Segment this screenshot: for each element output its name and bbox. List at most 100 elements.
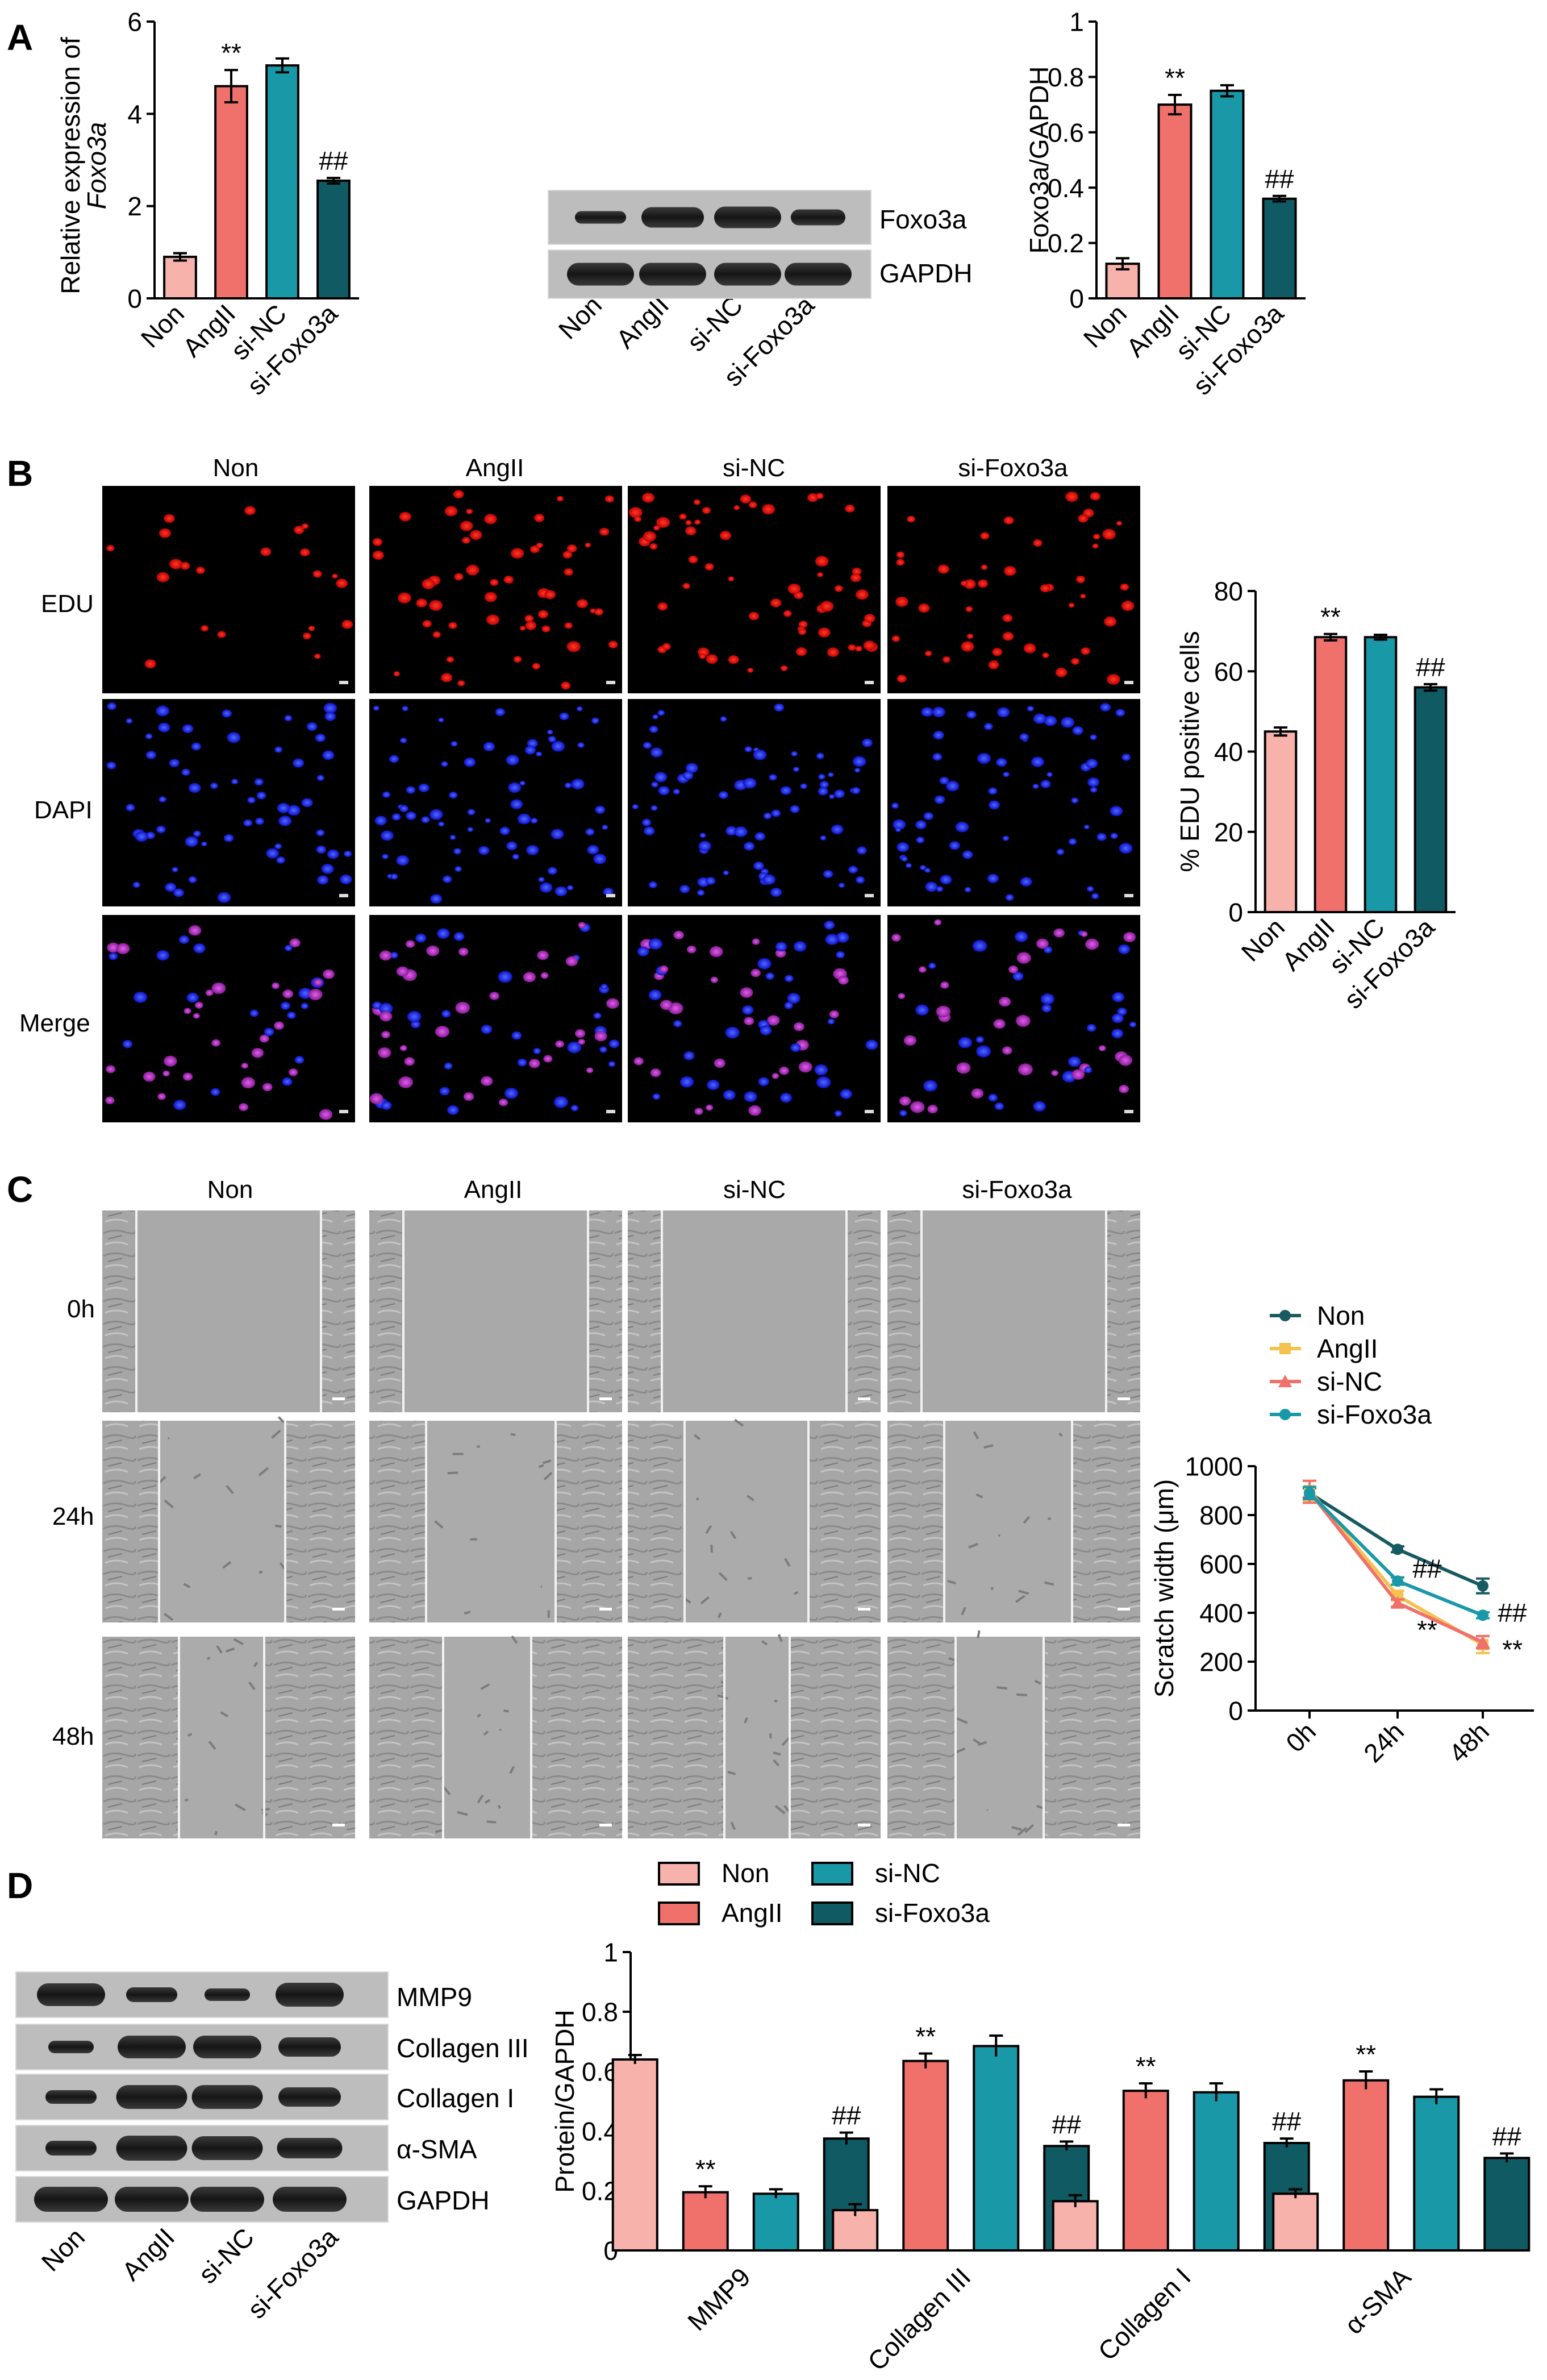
bar [316,180,351,299]
nucleus [306,722,318,731]
nucleus [559,712,569,721]
nucleus [321,863,334,874]
micro-c-row-24h: 24h [52,1503,94,1530]
nucleus [421,816,430,823]
nucleus [557,496,564,502]
nucleus [1018,1063,1033,1076]
nucleus [836,932,849,943]
nucleus [566,641,581,652]
nucleus [644,826,655,836]
nucleus [1061,717,1075,728]
nucleus [961,580,968,586]
nucleus [527,739,538,748]
migrating-cell [434,1520,444,1529]
nucleus [316,829,325,837]
nucleus [308,988,323,1001]
nucleus [478,846,490,855]
nucleus [964,887,971,893]
nucleus [517,1058,527,1067]
significance-mark: ** [1165,63,1185,93]
nucleus [538,876,545,883]
nucleus [1040,780,1051,788]
legend-marker [1278,1375,1292,1387]
nucleus [1123,932,1136,942]
nucleus [743,777,757,789]
nucleus [780,665,788,671]
data-point [1392,1543,1403,1555]
bar [1314,636,1348,913]
nucleus [997,707,1010,718]
nucleus [217,892,231,903]
nucleus [787,584,801,594]
significance-mark: ** [1417,1615,1437,1645]
nucleus [196,567,205,574]
nucleus [936,1005,951,1018]
nucleus [593,854,607,864]
migrating-cell [480,1683,490,1690]
nucleus [570,1105,579,1112]
nucleus [683,1051,695,1060]
blot-band [785,263,852,286]
nucleus [742,1005,754,1015]
nucleus [404,1057,415,1066]
nucleus [511,1031,522,1040]
nucleus [511,548,524,559]
migrating-cell [258,1467,269,1476]
nucleus [840,1089,852,1099]
migrating-cell [538,1464,544,1468]
nucleus [561,681,571,690]
nucleus [988,1093,998,1102]
y-tick-label: 0.6 [1048,118,1084,147]
fluorescence-image-dapi-1 [102,699,355,906]
nucleus [1044,715,1057,726]
micro-b-row-dapi: DAPI [34,796,93,824]
nucleus [718,791,728,799]
legend-marker [1279,1343,1291,1354]
nucleus [816,1076,831,1088]
y-tick-label: 0 [1069,284,1084,314]
migrating-cell [730,1821,736,1830]
nucleus [850,573,861,582]
blot-band [714,206,781,228]
nucleus [772,1073,779,1079]
micro-b-col-si-foxo3a: si-Foxo3a [958,454,1068,482]
nucleus [181,768,190,776]
nucleus [994,1102,1004,1110]
legend-swatch [658,1901,700,1925]
scratch-gap [921,1210,1106,1412]
migrating-cell [784,1558,791,1567]
nucleus [942,656,950,663]
blot-d-label-collagen-i: Collagen I [397,2083,514,2113]
nucleus [407,1010,422,1022]
nucleus [249,1009,259,1017]
micro-c-row-48h: 48h [52,1722,94,1750]
nucleus [899,1110,907,1117]
migrating-cell [977,1630,981,1638]
scale-bar [339,894,348,897]
nucleus [723,870,729,876]
nucleus [1085,938,1099,950]
nucleus [1072,726,1083,735]
nucleus [122,1039,133,1048]
nucleus [274,1021,284,1030]
nucleus [484,514,497,525]
nucleus [536,542,543,548]
nucleus [863,640,875,651]
nucleus [1100,703,1111,712]
nucleus [466,564,479,576]
nucleus [903,1035,917,1046]
migrating-cell [220,1711,229,1718]
nucleus [1012,971,1024,981]
nucleus [1086,1023,1096,1032]
y-tick-label: 0 [127,284,142,314]
migrating-cell [1044,1581,1054,1586]
nucleus [430,894,443,904]
significance-mark: ## [1492,2121,1522,2151]
nucleus [1023,643,1036,654]
nucleus [382,854,389,859]
migrating-cell [684,1598,691,1604]
scratch-gap [662,1210,847,1412]
blot-band [126,1987,177,2002]
nucleus [699,833,706,838]
